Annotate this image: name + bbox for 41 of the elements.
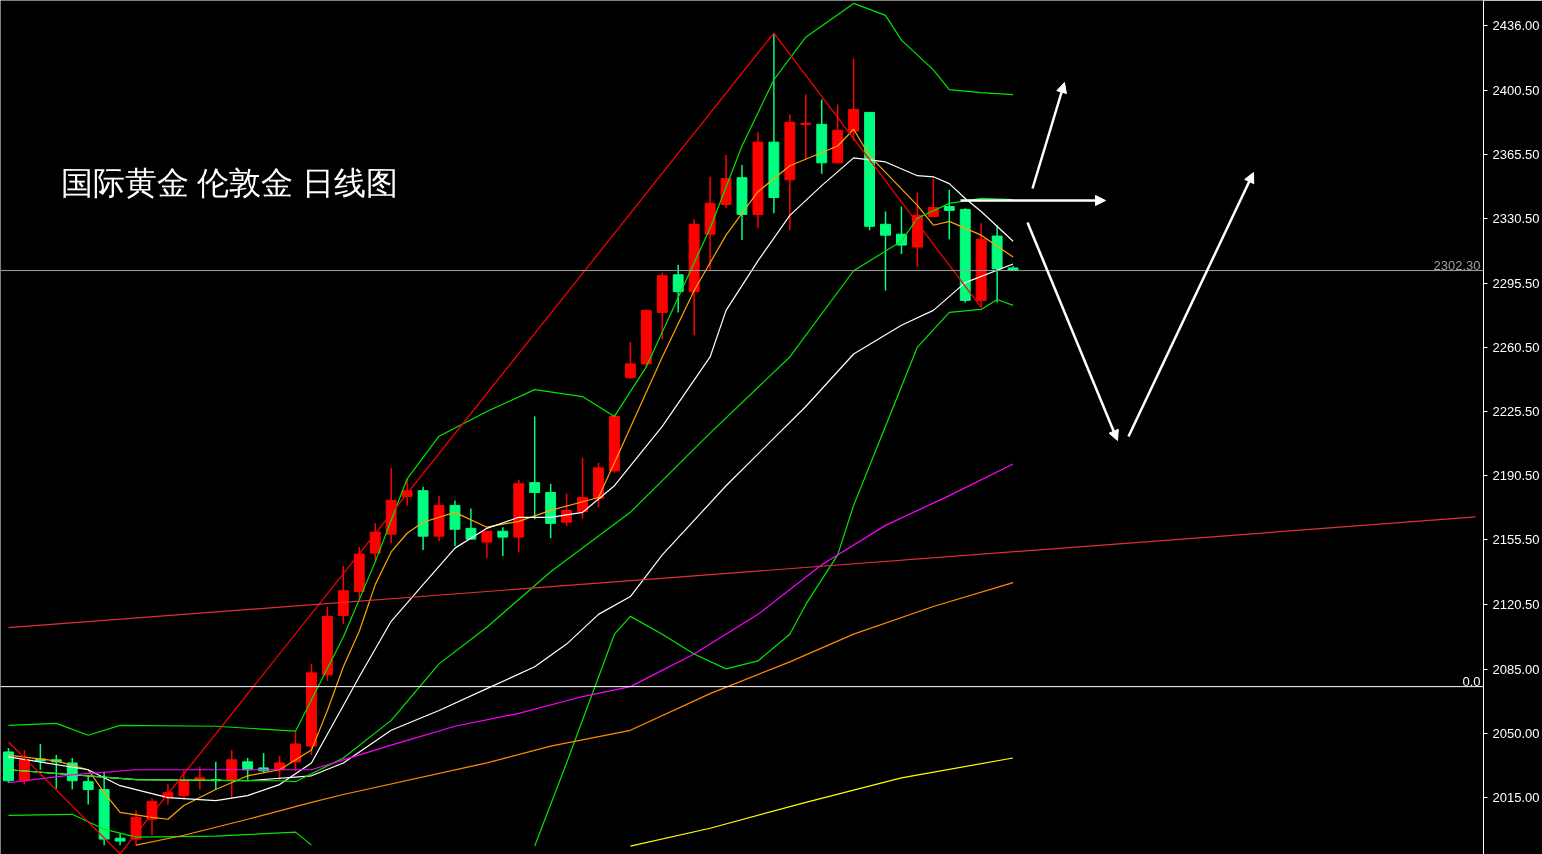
y-tick-label: 2295.50 bbox=[1492, 275, 1540, 291]
y-tick-label: 2330.50 bbox=[1492, 211, 1540, 227]
ref-line-label: 2302.30 bbox=[1433, 257, 1481, 273]
candlestick bbox=[561, 492, 573, 527]
y-tick-label: 2225.50 bbox=[1492, 403, 1540, 419]
annotation: 0.0 bbox=[1462, 673, 1481, 689]
candlestick bbox=[146, 797, 158, 836]
y-tick-label: 2365.50 bbox=[1492, 147, 1540, 163]
candlestick bbox=[481, 530, 493, 559]
y-tick-label: 2436.00 bbox=[1492, 17, 1540, 33]
candlestick bbox=[880, 210, 891, 292]
line-series bbox=[534, 298, 1014, 847]
candlestick bbox=[226, 749, 238, 799]
y-tick-label: 2120.50 bbox=[1492, 596, 1540, 612]
y-tick-label: 2190.50 bbox=[1492, 468, 1540, 484]
candlestick bbox=[130, 809, 142, 846]
line-series bbox=[135, 582, 1014, 846]
y-tick-label: 2085.00 bbox=[1492, 661, 1540, 677]
candlestick bbox=[672, 264, 684, 314]
candlestick bbox=[800, 93, 812, 160]
candlestick bbox=[82, 775, 94, 806]
y-tick-label: 2400.50 bbox=[1492, 82, 1540, 98]
candlestick bbox=[369, 522, 381, 562]
candlestick bbox=[178, 770, 190, 801]
candlestick bbox=[624, 341, 636, 380]
candlestick bbox=[943, 188, 955, 240]
y-tick-label: 2155.50 bbox=[1492, 532, 1540, 548]
line-series bbox=[7, 813, 313, 846]
candlestick bbox=[242, 757, 254, 781]
candlestick bbox=[529, 415, 541, 521]
y-tick-label: 2260.50 bbox=[1492, 339, 1540, 355]
y-tick-label: 2050.00 bbox=[1492, 725, 1540, 741]
candlestick bbox=[449, 499, 461, 547]
candlestick bbox=[497, 526, 509, 557]
candlestick bbox=[465, 507, 477, 540]
line-series bbox=[629, 757, 1014, 847]
y-tick-label: 2015.00 bbox=[1492, 790, 1540, 806]
text: 国际黄金 伦敦金 日线图 bbox=[60, 164, 399, 201]
candlestick bbox=[290, 731, 301, 772]
line-series bbox=[7, 2, 1014, 736]
candlestick bbox=[848, 58, 860, 142]
